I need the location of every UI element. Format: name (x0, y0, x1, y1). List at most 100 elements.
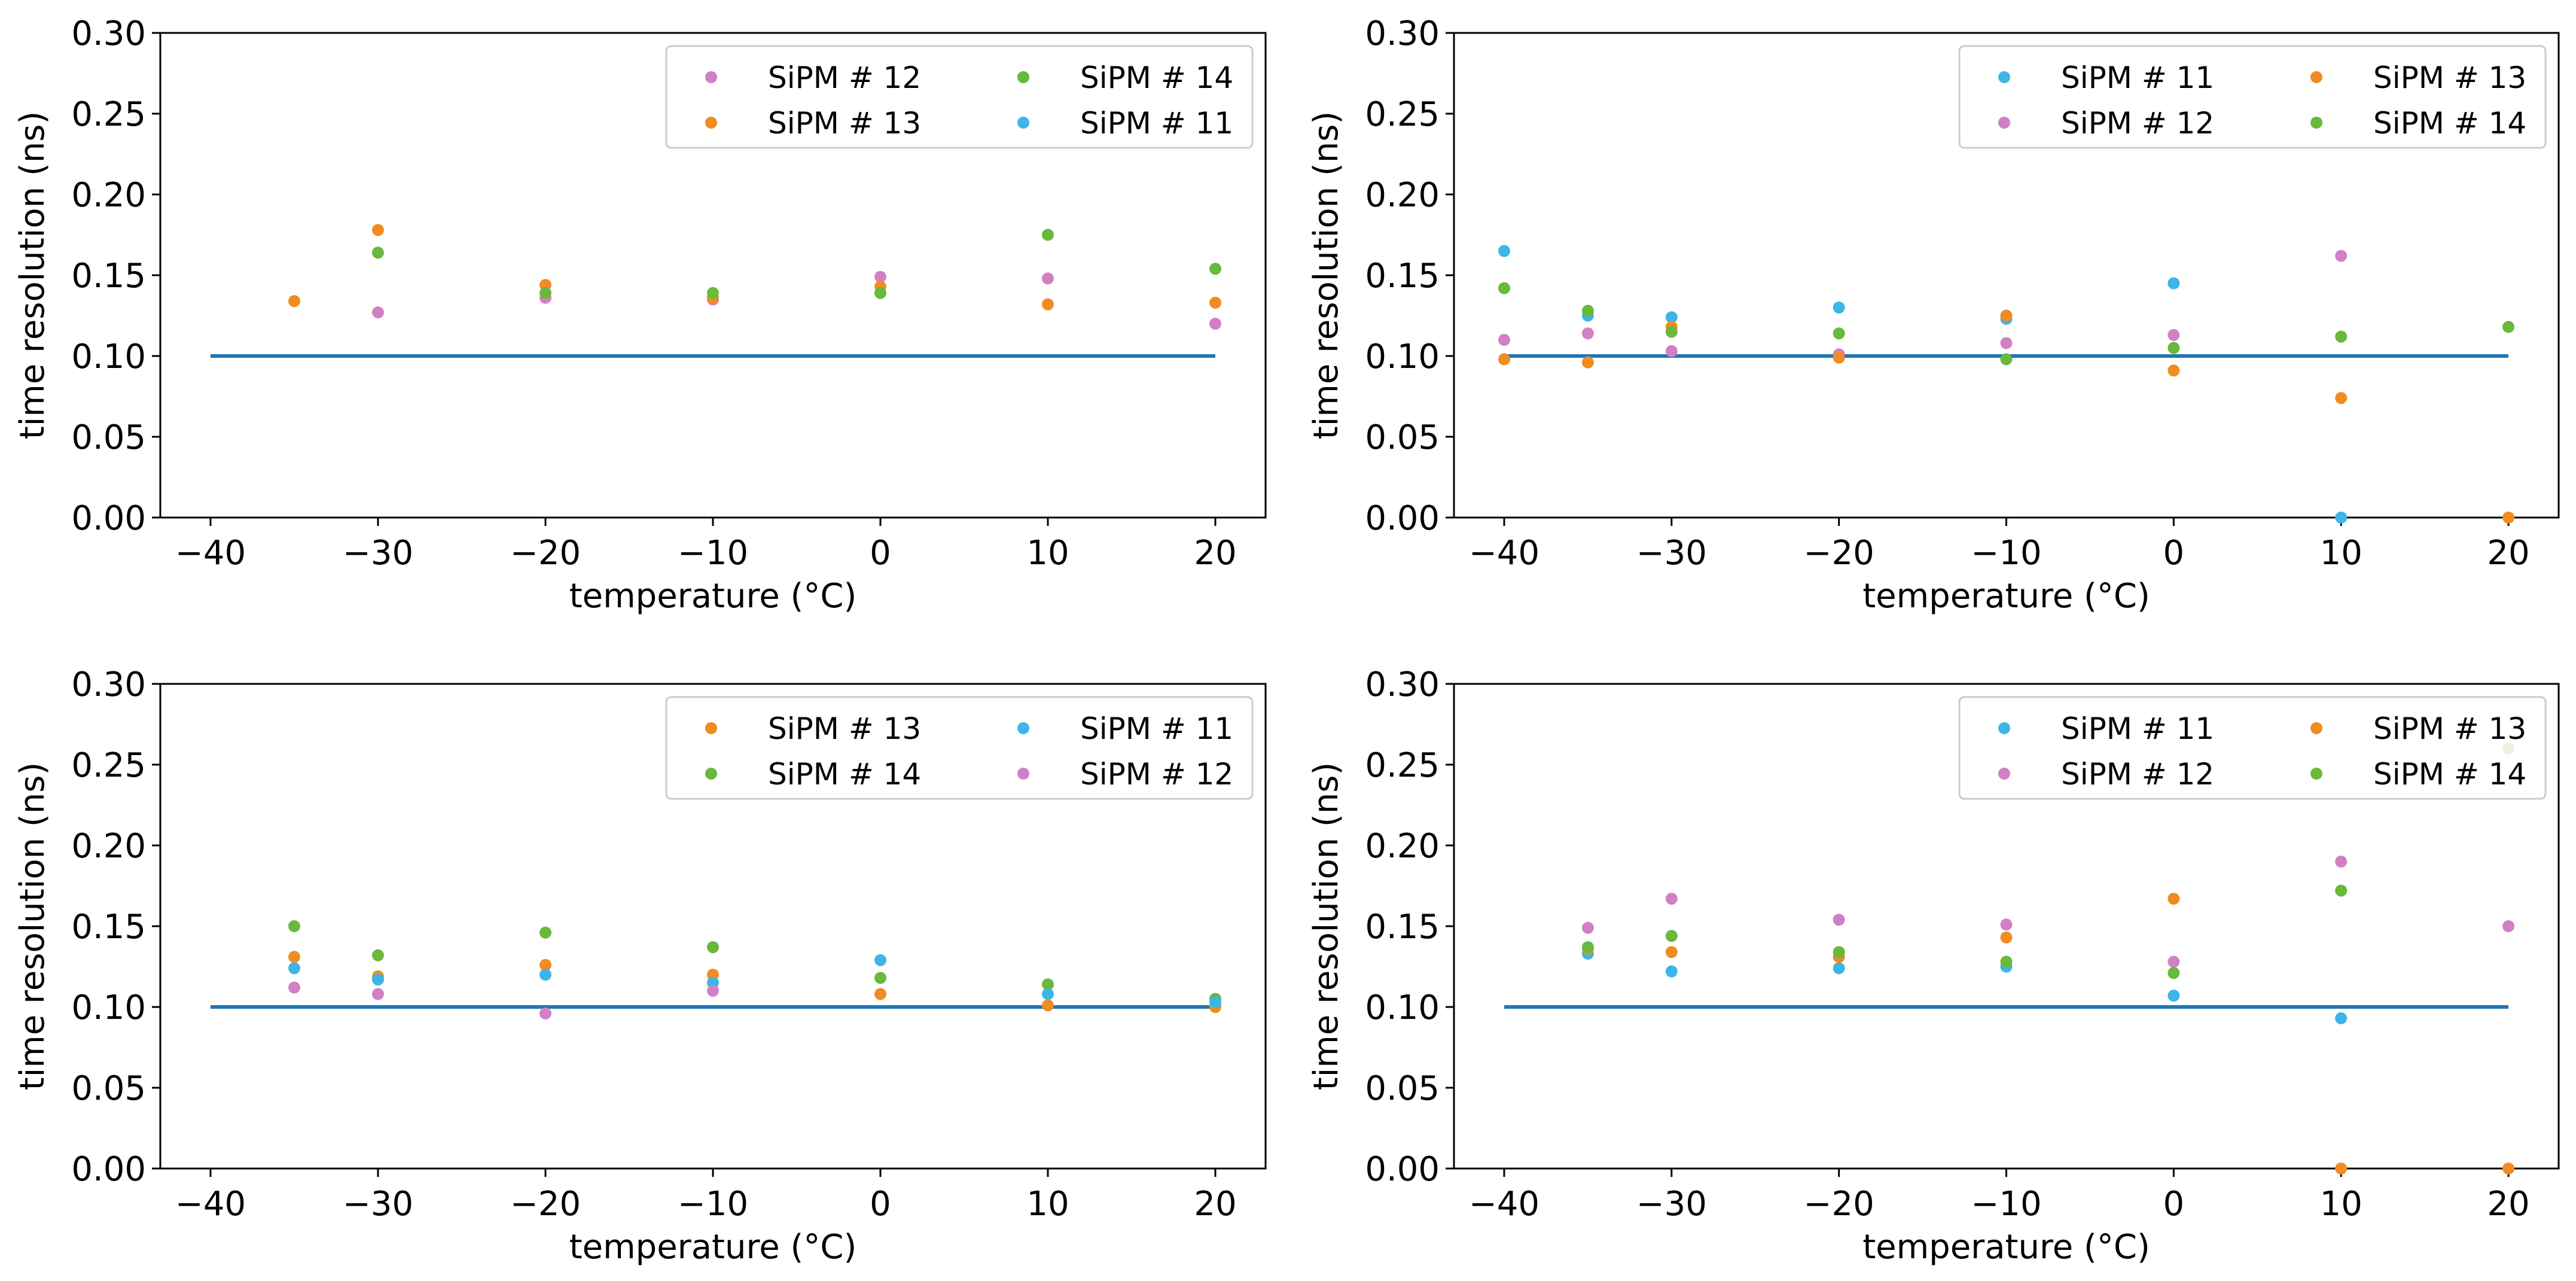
legend-label: SiPM # 12 (1080, 757, 1233, 792)
data-point (288, 962, 300, 975)
data-point (1042, 298, 1054, 311)
series-sipm-14 (288, 920, 1221, 1005)
series-sipm-12 (1581, 856, 2515, 968)
data-point (2168, 893, 2180, 905)
data-point (1833, 351, 1845, 364)
data-point (874, 972, 886, 984)
data-point (2168, 990, 2180, 1002)
data-point (1665, 311, 1678, 324)
data-point (1581, 305, 1594, 317)
series-sipm-13 (1581, 893, 2515, 1174)
data-point (1042, 229, 1054, 241)
data-point (288, 920, 300, 932)
x-tick-label: 10 (1026, 1185, 1069, 1224)
legend-marker (705, 71, 717, 83)
x-axis-label: temperature (°C) (569, 1228, 857, 1267)
data-point (539, 959, 551, 971)
legend-label: SiPM # 14 (2373, 106, 2526, 141)
x-axis-label: temperature (°C) (569, 577, 857, 616)
x-tick-label: −30 (343, 534, 413, 573)
data-point (2502, 321, 2515, 333)
x-tick-label: 20 (2487, 534, 2529, 573)
subplot-bottom-left: −40 −30 −20 −10 0 10 20 0.00 0.05 0.10 0.15 0.20 0.2… (13, 665, 1267, 1267)
data-point (2000, 337, 2013, 349)
data-point (372, 949, 384, 961)
y-tick-label: 0.25 (71, 95, 146, 134)
x-tick-label: −20 (510, 1185, 581, 1224)
legend: SiPM # 12 SiPM # 13 SiPM # 14 SiPM # 11 (665, 45, 1254, 149)
legend-label: SiPM # 12 (2061, 757, 2214, 792)
y-tick-label: 0.20 (1365, 176, 1440, 215)
data-point (874, 954, 886, 966)
data-point (539, 287, 551, 299)
y-tick-label: 0.10 (71, 337, 146, 376)
series-sipm-13 (288, 951, 1221, 1013)
legend-box (1958, 45, 2547, 149)
data-point (1209, 296, 1221, 309)
y-tick-label: 0.25 (71, 746, 146, 785)
data-point (2335, 856, 2348, 868)
data-point (288, 981, 300, 994)
legend-label: SiPM # 11 (2061, 60, 2214, 95)
data-point (2502, 512, 2515, 524)
legend-label: SiPM # 12 (2061, 106, 2214, 141)
y-tick-label: 0.25 (1365, 95, 1440, 134)
x-axis-label: temperature (°C) (1862, 1228, 2150, 1267)
data-point (1209, 263, 1221, 275)
legend-box (1958, 696, 2547, 800)
data-point (2000, 956, 2013, 968)
x-tick-label: 0 (2163, 534, 2185, 573)
legend: SiPM # 13 SiPM # 14 SiPM # 11 SiPM # 12 (665, 696, 1254, 800)
data-point (1042, 272, 1054, 285)
legend-label: SiPM # 11 (1080, 711, 1233, 746)
data-point (539, 926, 551, 939)
x-tick-label: −20 (510, 534, 581, 573)
data-point (1833, 914, 1845, 926)
data-point (2168, 277, 2180, 290)
legend-marker (1998, 768, 2010, 780)
x-tick-label: −40 (1469, 534, 1539, 573)
data-point (1665, 345, 1678, 357)
x-tick-label: −40 (1469, 1185, 1539, 1224)
x-tick-label: −30 (1636, 534, 1707, 573)
data-point (539, 969, 551, 981)
data-point (2335, 1163, 2348, 1174)
data-point (372, 306, 384, 319)
data-point (288, 951, 300, 963)
y-tick-label: 0.05 (1365, 1069, 1440, 1108)
y-tick-label: 0.05 (71, 418, 146, 457)
data-point (2335, 330, 2348, 343)
legend-label: SiPM # 13 (2373, 60, 2526, 95)
data-point (1498, 353, 1510, 366)
series-sipm-11 (1498, 245, 2348, 524)
data-point (707, 941, 719, 954)
x-tick-label: −30 (1636, 1185, 1707, 1224)
x-tick-label: 10 (2320, 534, 2362, 573)
data-point (2335, 392, 2348, 404)
data-point (2168, 967, 2180, 979)
legend-label: SiPM # 14 (1080, 60, 1233, 95)
legend-label: SiPM # 11 (1080, 106, 1233, 141)
data-point (2168, 364, 2180, 377)
data-point (874, 270, 886, 283)
data-point (1209, 996, 1221, 1008)
legend-marker (2310, 768, 2322, 780)
y-tick-label: 0.10 (1365, 337, 1440, 376)
y-tick-label: 0.15 (71, 908, 146, 947)
x-tick-label: 0 (2163, 1185, 2185, 1224)
series-sipm-12 (288, 981, 719, 1020)
data-point (2335, 249, 2348, 262)
y-tick-label: 0.30 (71, 14, 146, 53)
x-tick-label: −10 (678, 534, 748, 573)
legend-marker (2310, 117, 2322, 129)
data-point (539, 1007, 551, 1020)
x-tick-label: −40 (175, 1185, 246, 1224)
y-tick-label: 0.10 (71, 988, 146, 1027)
y-tick-label: 0.00 (71, 499, 146, 538)
x-tick-label: 10 (1026, 534, 1069, 573)
y-tick-label: 0.00 (1365, 499, 1440, 538)
data-point (1581, 921, 1594, 934)
data-point (1665, 930, 1678, 942)
